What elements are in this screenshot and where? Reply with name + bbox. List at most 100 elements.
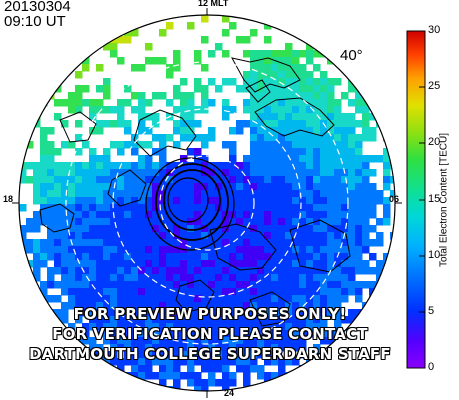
tec-cell [159,218,167,226]
tec-cell [250,113,258,121]
colorbar-title: Total Electron Content [TECU] [438,133,450,267]
tec-cell [82,302,90,310]
tec-cell [180,316,188,324]
tec-cell [96,302,104,310]
tec-cell [145,274,153,282]
tec-cell [257,50,265,58]
tec-cell [341,295,349,303]
tec-cell [229,148,237,156]
tec-cell [75,120,83,128]
tec-cell [173,106,181,114]
tec-cell [82,253,90,261]
tec-cell [215,218,223,226]
tec-cell [117,106,125,114]
tec-cell [320,106,328,114]
tec-cell [271,379,279,387]
tec-cell [166,183,174,191]
tec-cell [313,148,321,156]
tec-cell [334,309,342,317]
tec-cell [313,253,321,261]
tec-cell [82,260,90,268]
tec-cell [285,176,293,184]
tec-cell [306,309,314,317]
tec-cell [271,50,279,58]
tec-cell [278,176,286,184]
tec-cell [152,134,160,142]
tec-cell [250,260,258,268]
tec-cell [40,127,48,135]
tec-cell [103,295,111,303]
tec-cell [159,92,167,100]
tec-cell [145,330,153,338]
tec-cell [89,323,97,331]
colorbar-tick-25: 25 [428,80,441,92]
tec-cell [33,218,41,226]
tec-cell [47,253,55,261]
tec-cell [257,218,265,226]
tec-cell [47,267,55,275]
tec-cell [257,113,265,121]
tec-cell [327,239,335,247]
tec-cell [390,176,395,184]
tec-cell [299,309,307,317]
tec-cell [299,246,307,254]
tec-cell [33,267,41,275]
tec-cell [166,274,174,282]
tec-cell [89,218,97,226]
tec-cell [278,78,286,86]
tec-cell [187,351,195,359]
tec-cell [82,288,90,296]
tec-cell [138,267,146,275]
tec-cell [243,372,251,380]
tec-cell [229,239,237,247]
tec-cell [187,162,195,170]
tec-cell [334,183,342,191]
tec-cell [264,358,272,366]
tec-cell [299,253,307,261]
tec-cell [75,274,83,282]
tec-cell [166,344,174,352]
tec-cell [285,344,293,352]
tec-cell [299,218,307,226]
tec-cell [145,57,153,65]
tec-cell [250,183,258,191]
tec-cell [166,232,174,240]
tec-cell [145,225,153,233]
tec-cell [110,232,118,240]
tec-cell [201,302,209,310]
tec-cell [285,148,293,156]
tec-cell [145,337,153,345]
tec-cell [96,232,104,240]
tec-cell [264,92,272,100]
tec-cell [159,204,167,212]
tec-cell [152,148,160,156]
tec-cell [355,267,363,275]
tec-cell [236,190,244,198]
tec-cell [54,218,62,226]
tec-cell [103,246,111,254]
tec-cell [145,358,153,366]
coastlines [39,57,351,327]
tec-cell [40,253,48,261]
tec-cell [285,204,293,212]
tec-cell [159,162,167,170]
tec-cell [82,141,90,149]
tec-cell [292,344,300,352]
tec-cell [229,267,237,275]
tec-cell [47,169,55,177]
tec-cell [194,288,202,296]
tec-cell [313,351,321,359]
tec-cell [341,267,349,275]
tec-cell [362,260,370,268]
tec-cell [61,302,69,310]
tec-cell [124,309,132,317]
tec-cell [103,190,111,198]
tec-cell [271,120,279,128]
tec-cell [299,225,307,233]
tec-cell [54,295,62,303]
tec-cell [292,50,300,58]
tec-cell [187,288,195,296]
tec-cell [243,337,251,345]
tec-cell [334,141,342,149]
colorbar-tick-10: 10 [428,249,441,261]
